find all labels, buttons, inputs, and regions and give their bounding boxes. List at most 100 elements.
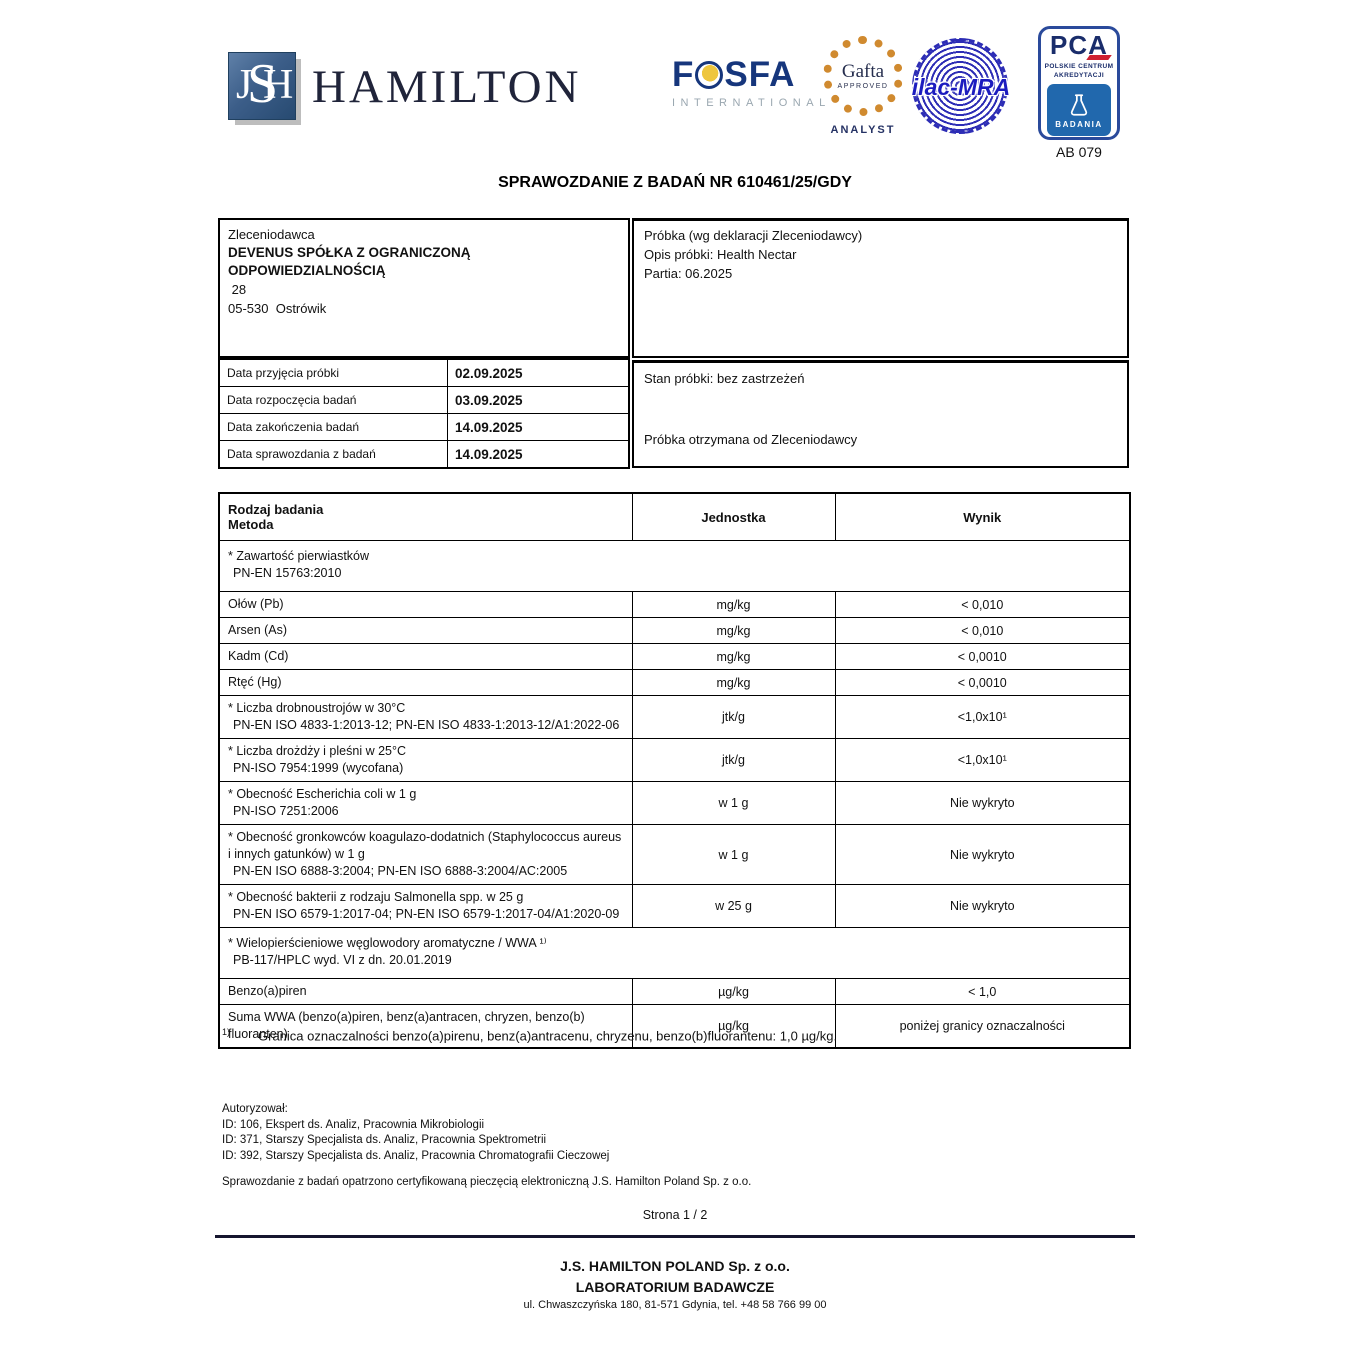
table-row: * Obecność bakterii z rodzaju Salmonella… xyxy=(218,884,1131,928)
test-unit: mg/kg xyxy=(631,643,836,670)
pca-red-accent xyxy=(1086,55,1112,60)
section-name: * Zawartość pierwiastków xyxy=(228,549,370,563)
authorization-title: Autoryzował: xyxy=(222,1103,288,1115)
test-name: Suma WWA (benzo(a)piren, benz(a)antracen… xyxy=(228,1010,585,1041)
test-result: Nie wykryto xyxy=(834,824,1131,885)
accreditation-number: AB 079 xyxy=(1056,144,1102,160)
table-row: Arsen (As) mg/kg < 0,010 xyxy=(218,617,1131,644)
table-row: Kadm (Cd) mg/kg < 0,0010 xyxy=(218,643,1131,670)
test-result: <1,0x10¹ xyxy=(834,695,1131,739)
footer-divider xyxy=(215,1235,1135,1238)
pca-line1: POLSKIE CENTRUM xyxy=(1044,63,1114,70)
table-row: Data zakończenia badań 14.09.2025 xyxy=(218,413,630,441)
footer-lab: LABORATORIUM BADAWCZE xyxy=(575,1279,775,1295)
test-method: PN-EN ISO 6579-1:2017-04; PN-EN ISO 6579… xyxy=(233,907,620,921)
table-row: Data przyjęcia próbki 02.09.2025 xyxy=(218,358,630,387)
date-label: Data zakończenia badań xyxy=(218,413,448,441)
test-result: Nie wykryto xyxy=(834,884,1131,928)
authorization-block: Autoryzował: ID: 106, Ekspert ds. Analiz… xyxy=(222,1102,609,1164)
authorization-line: ID: 371, Starszy Specjalista ds. Analiz,… xyxy=(222,1134,547,1146)
dates-table: Data przyjęcia próbki 02.09.2025 Data ro… xyxy=(218,358,630,469)
results-header-row: Rodzaj badania Metoda Jednostka Wynik xyxy=(218,492,1131,541)
client-box: Zleceniodawca DEVENUS SPÓŁKA Z OGRANICZO… xyxy=(218,218,630,358)
gafta-analyst-label: ANALYST xyxy=(830,124,896,136)
fosfa-international-label: INTERNATIONAL xyxy=(672,97,831,109)
table-row: Suma WWA (benzo(a)piren, benz(a)antracen… xyxy=(218,1004,1131,1049)
client-name-line1: DEVENUS SPÓŁKA Z OGRANICZONĄ xyxy=(228,245,471,260)
test-name: * Obecność bakterii z rodzaju Salmonella… xyxy=(228,890,524,904)
authorization-line: ID: 106, Ekspert ds. Analiz, Pracownia M… xyxy=(222,1118,485,1131)
gafta-approved-logo: Gafta APPROVED ANALYST xyxy=(820,36,906,136)
gafta-name: Gafta xyxy=(841,61,885,82)
table-row: * Obecność gronkowców koagulazo-dodatnic… xyxy=(218,824,1131,885)
fosfa-text-f: F xyxy=(672,55,695,94)
test-result: < 0,0010 xyxy=(834,643,1131,670)
pca-wordmark: PCA xyxy=(1050,32,1112,60)
test-unit: jtk/g xyxy=(631,695,836,739)
date-label: Data przyjęcia próbki xyxy=(218,358,448,387)
date-value: 03.09.2025 xyxy=(447,386,630,414)
jsh-letter-j: J xyxy=(236,62,253,108)
report-title: SPRAWOZDANIE Z BADAŃ NR 610461/25/GDY xyxy=(498,174,852,191)
globe-icon xyxy=(695,60,724,89)
test-name: Ołów (Pb) xyxy=(228,597,284,611)
test-name: Benzo(a)piren xyxy=(228,984,307,998)
wheat-wreath-icon: Gafta APPROVED xyxy=(823,36,903,116)
date-value: 02.09.2025 xyxy=(447,358,630,387)
stamp-rings-icon xyxy=(912,38,1008,134)
test-unit: w 1 g xyxy=(631,781,836,825)
ilac-mra-label: ilac-MRA xyxy=(911,74,1011,100)
section-name: * Wielopierścieniowe węglowodory aromaty… xyxy=(228,936,547,950)
electronic-seal-note: Sprawozdanie z badań opatrzono certyfiko… xyxy=(222,1176,752,1188)
table-row: Benzo(a)piren µg/kg < 1,0 xyxy=(218,978,1131,1005)
test-name: Kadm (Cd) xyxy=(228,649,289,663)
test-result: < 0,0010 xyxy=(834,669,1131,696)
table-row: Ołów (Pb) mg/kg < 0,010 xyxy=(218,591,1131,618)
pca-accreditation-badge: PCA POLSKIE CENTRUM AKREDYTACJI BADANIA xyxy=(1038,26,1120,140)
test-unit: µg/kg xyxy=(631,1004,836,1049)
pca-line2: AKREDYTACJI xyxy=(1053,72,1105,80)
test-unit: w 1 g xyxy=(631,824,836,885)
table-row: * Liczba drożdży i pleśni w 25°C PN-ISO … xyxy=(218,738,1131,782)
table-row: * Obecność Escherichia coli w 1 g PN-ISO… xyxy=(218,781,1131,825)
date-value: 14.09.2025 xyxy=(447,440,630,469)
test-unit: µg/kg xyxy=(631,978,836,1005)
table-row: Data rozpoczęcia badań 03.09.2025 xyxy=(218,386,630,414)
sample-batch: Partia: 06.2025 xyxy=(644,266,733,281)
footer-company: J.S. HAMILTON POLAND Sp. z o.o. xyxy=(560,1258,790,1274)
footnote-text: Granica oznaczalności benzo(a)pirenu, be… xyxy=(258,1028,838,1044)
flask-icon xyxy=(1070,94,1088,116)
sample-header: Próbka (wg deklaracji Zleceniodawcy) xyxy=(644,228,863,243)
test-result: < 0,010 xyxy=(834,591,1131,618)
table-row: Data sprawozdania z badań 14.09.2025 xyxy=(218,440,630,469)
test-unit: mg/kg xyxy=(631,669,836,696)
section-method: PN-EN 15763:2010 xyxy=(233,566,342,580)
test-result: < 0,010 xyxy=(834,617,1131,644)
header-test: Rodzaj badania xyxy=(228,502,324,517)
gafta-approved-label: APPROVED xyxy=(837,83,889,90)
test-name: Arsen (As) xyxy=(228,623,288,637)
test-method: PN-ISO 7954:1999 (wycofana) xyxy=(233,761,404,775)
test-method: PN-EN ISO 4833-1:2013-12; PN-EN ISO 4833… xyxy=(233,718,620,732)
test-result: Nie wykryto xyxy=(834,781,1131,825)
test-result: < 1,0 xyxy=(834,978,1131,1005)
header-result: Wynik xyxy=(834,492,1131,541)
table-row: Rtęć (Hg) mg/kg < 0,0010 xyxy=(218,669,1131,696)
date-label: Data sprawozdania z badań xyxy=(218,440,448,469)
footnote-marker: 1) xyxy=(222,1027,231,1037)
client-name-line2: ODPOWIEDZIALNOŚCIĄ xyxy=(228,263,386,278)
page-number: Strona 1 / 2 xyxy=(642,1208,708,1222)
section-method: PB-117/HPLC wyd. VI z dn. 20.01.2019 xyxy=(233,953,452,967)
ilac-mra-logo: ilac-MRA xyxy=(912,38,1012,138)
test-unit: jtk/g xyxy=(631,738,836,782)
test-result: <1,0x10¹ xyxy=(834,738,1131,782)
test-unit: mg/kg xyxy=(631,591,836,618)
authorization-line: ID: 392, Starszy Specjalista ds. Analiz,… xyxy=(222,1149,610,1162)
test-name: * Obecność Escherichia coli w 1 g xyxy=(228,787,417,801)
date-value: 14.09.2025 xyxy=(447,413,630,441)
client-label: Zleceniodawca xyxy=(228,227,315,242)
test-method: PN-ISO 7251:2006 xyxy=(233,804,339,818)
sample-received: Próbka otrzymana od Zleceniodawcy xyxy=(644,432,858,447)
test-method: PN-EN ISO 6888-3:2004; PN-EN ISO 6888-3:… xyxy=(233,864,568,878)
